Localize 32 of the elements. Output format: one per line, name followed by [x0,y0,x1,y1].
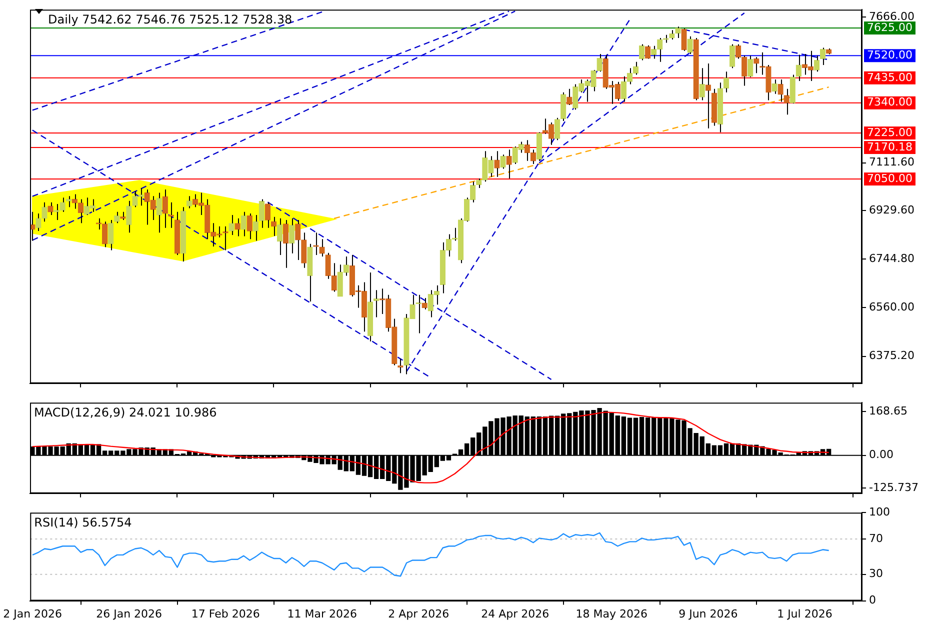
y-tick-label: -125.737 [869,480,918,494]
x-tick-label: 24 Apr 2026 [481,607,550,620]
y-tick-label: 100 [869,505,890,518]
y-tick-label: 70 [869,532,883,545]
y-tick-label: 6744.80 [869,252,914,266]
y-tick-label: 7666.00 [869,10,914,24]
y-tick-label: 0.00 [869,448,894,462]
ref-line-label: 7340.00 [867,96,912,109]
ref-line-label: 7520.00 [867,48,912,62]
x-tick-label: 18 May 2026 [576,607,648,620]
ref-line-label: 7225.00 [867,126,912,139]
y-tick-label: 0 [869,594,876,607]
y-tick-label: 7111.60 [869,156,914,169]
y-tick-label: 6375.20 [869,349,914,362]
x-tick-label: 9 Jun 2026 [678,607,738,620]
x-tick-label: 26 Jan 2026 [96,607,162,620]
y-tick-label: 30 [869,567,883,580]
ref-line-label: 7435.00 [867,70,912,84]
x-tick-label: 11 Mar 2026 [287,607,357,620]
y-tick-label: 168.65 [869,404,908,418]
chart-title: Daily 7542.62 7546.76 7525.12 7528.38 [48,12,292,27]
x-tick-label: 1 Jul 2026 [777,607,832,620]
x-tick-label: 2 Jan 2026 [3,607,62,620]
ref-line-label: 7050.00 [867,172,912,185]
ref-line-label: 7625.00 [867,20,912,34]
y-tick-label: 6929.60 [869,204,914,217]
x-tick-label: 2 Apr 2026 [388,607,450,620]
chart-title: MACD(12,26,9) 24.021 10.986 [34,406,217,420]
ref-line-label: 7170.18 [867,140,912,154]
y-tick-label: 6560.00 [869,300,914,314]
x-tick-label: 17 Feb 2026 [191,607,260,620]
chart-title: RSI(14) 56.5754 [34,516,132,530]
